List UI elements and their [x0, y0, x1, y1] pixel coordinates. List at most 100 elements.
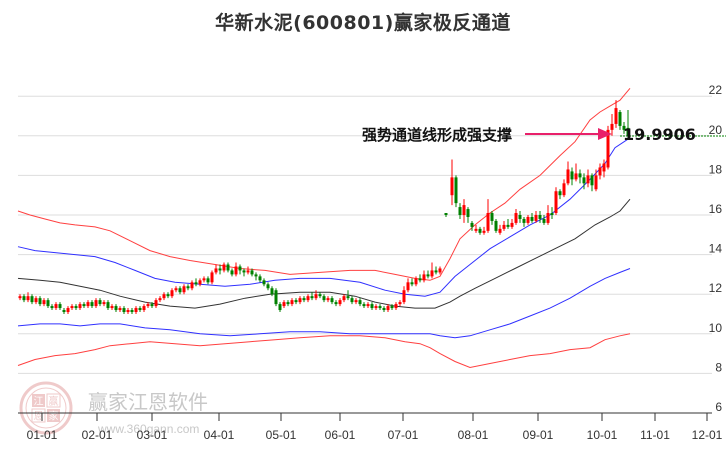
candle: [602, 159, 606, 178]
line-mid: [17, 198, 631, 309]
x-tick-label: 03-01: [137, 428, 168, 442]
candle: [278, 302, 282, 313]
candle: [506, 218, 510, 229]
y-tick-label: 20: [709, 123, 723, 137]
candle: [126, 308, 130, 314]
candle: [310, 292, 314, 301]
candle: [390, 304, 394, 311]
x-tick-label: 07-01: [388, 428, 419, 442]
y-tick-label: 8: [715, 360, 722, 374]
y-tick-label: 12: [709, 281, 723, 295]
channel-lines: [17, 87, 631, 369]
candle: [510, 218, 514, 229]
candle: [290, 298, 294, 307]
candle: [430, 262, 434, 279]
candle: [154, 298, 158, 309]
candle: [250, 268, 254, 277]
candle: [338, 298, 342, 307]
y-tick-label: 14: [709, 242, 723, 256]
candle: [22, 294, 26, 303]
candle: [50, 304, 54, 311]
candle: [622, 121, 626, 134]
candle: [174, 286, 178, 293]
candle: [190, 280, 194, 291]
x-tick-label: 01-01: [27, 428, 58, 442]
candle: [406, 278, 410, 293]
candle: [186, 284, 190, 291]
candle: [110, 304, 114, 311]
candle: [118, 306, 122, 313]
candle: [258, 274, 262, 283]
candle: [578, 169, 582, 184]
candle: [246, 266, 250, 275]
candle: [474, 224, 478, 233]
candle: [362, 302, 366, 309]
candle: [426, 270, 430, 279]
value-label: 19.9906: [623, 125, 696, 144]
watermark-text: 赢家江恩软件: [88, 390, 208, 414]
candle: [18, 294, 22, 301]
candle: [54, 302, 58, 311]
candle: [238, 264, 242, 275]
candle: [458, 203, 462, 219]
candle: [130, 308, 134, 314]
candle: [434, 266, 438, 275]
candle: [566, 161, 570, 186]
x-tick-label: 06-01: [325, 428, 356, 442]
candle: [274, 288, 278, 307]
candle: [170, 288, 174, 299]
candle: [282, 300, 286, 309]
y-tick-label: 10: [709, 321, 723, 335]
candle: [134, 306, 138, 314]
candle: [410, 278, 414, 287]
candle: [138, 306, 142, 313]
candle: [162, 292, 166, 301]
candle: [498, 224, 502, 235]
candle: [178, 286, 182, 295]
candle: [322, 294, 326, 303]
candle: [450, 159, 454, 206]
candle: [214, 264, 218, 275]
candle: [586, 169, 590, 188]
candle: [266, 282, 270, 291]
candle: [90, 300, 94, 309]
candle: [502, 220, 506, 231]
svg-text:江: 江: [34, 396, 44, 408]
candle: [234, 262, 238, 277]
candle: [382, 306, 386, 313]
candle: [414, 276, 418, 287]
candle: [26, 292, 30, 303]
candle: [358, 298, 362, 307]
candle: [514, 209, 518, 225]
svg-text:恩: 恩: [34, 411, 44, 423]
candle: [366, 302, 370, 309]
candle: [218, 264, 222, 275]
candle: [70, 304, 74, 311]
line-outer-upper: [17, 87, 631, 281]
candle: [230, 268, 234, 277]
candle: [354, 298, 358, 305]
candle: [546, 205, 550, 225]
x-tick-label: 10-01: [587, 428, 618, 442]
candle: [142, 304, 146, 313]
candle: [444, 213, 448, 217]
x-tick-label: 12-01: [692, 428, 723, 442]
candle: [562, 179, 566, 198]
y-tick-label: 22: [709, 83, 723, 97]
candle: [30, 294, 34, 305]
candle: [558, 189, 562, 200]
candle: [86, 300, 90, 309]
annotation-text: 强势通道线形成强支撑: [362, 126, 512, 144]
y-tick-label: 18: [709, 162, 723, 176]
candle: [286, 300, 290, 307]
candle: [582, 173, 586, 190]
svg-text:赢: 赢: [49, 395, 59, 408]
candle: [78, 302, 82, 311]
candle: [394, 302, 398, 311]
line-inner-upper: [17, 137, 631, 297]
candle: [542, 215, 546, 225]
candle: [326, 296, 330, 303]
candle: [486, 199, 490, 233]
candle: [202, 276, 206, 283]
candle: [402, 286, 406, 305]
